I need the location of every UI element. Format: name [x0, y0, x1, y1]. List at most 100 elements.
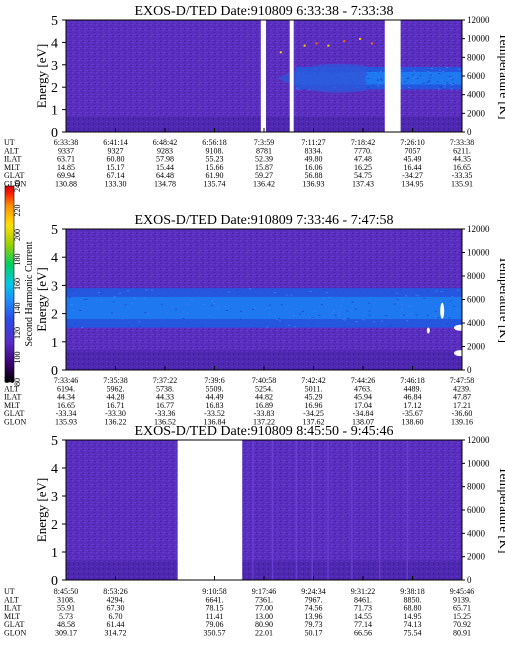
table-cell: 9337	[58, 146, 74, 155]
band-speckle	[450, 77, 453, 79]
band-speckle	[281, 322, 284, 324]
colorbar-tick-label: 80	[13, 378, 22, 386]
band-speckle	[437, 317, 440, 319]
band-speckle	[127, 324, 130, 326]
band-speckle	[408, 305, 411, 307]
band-speckle	[414, 81, 417, 83]
band-speckle	[406, 315, 409, 317]
band-speckle	[412, 78, 415, 80]
band-speckle	[393, 303, 396, 305]
band-speckle	[325, 292, 328, 294]
band-speckle	[368, 70, 371, 72]
band-speckle	[144, 312, 147, 314]
y-tick-label: 2	[51, 81, 58, 96]
band-speckle	[449, 75, 452, 77]
table-cell: 139.16	[451, 418, 473, 427]
table-row-label: GLAT	[4, 171, 25, 180]
table-cell: 136.52	[154, 418, 176, 427]
band-speckle	[367, 86, 370, 88]
band-speckle	[71, 310, 74, 312]
table-cell: 8781	[256, 146, 272, 155]
table-cell: 45.29	[305, 393, 323, 402]
table-cell: 78.15	[206, 604, 224, 613]
table-cell: 17.21	[453, 401, 471, 410]
band-speckle	[160, 303, 163, 305]
data-gap	[177, 440, 243, 580]
band-speckle	[457, 309, 460, 311]
band-speckle	[367, 77, 370, 79]
band-speckle	[428, 80, 431, 82]
table-cell: 350.57	[204, 629, 226, 638]
plume	[277, 63, 366, 93]
band-speckle	[341, 299, 344, 301]
band-speckle	[277, 293, 280, 295]
band-speckle	[372, 85, 375, 87]
band-speckle	[68, 289, 71, 291]
band-speckle	[439, 300, 442, 302]
band-speckle	[449, 300, 452, 302]
band-speckle	[436, 81, 439, 83]
band-speckle	[311, 318, 314, 320]
band-speckle	[346, 310, 349, 312]
band-speckle	[368, 86, 371, 88]
band-speckle	[277, 317, 280, 319]
band-speckle	[318, 315, 321, 317]
band-speckle	[402, 314, 405, 316]
table-cell: 7:35:38	[103, 376, 127, 385]
band-speckle	[379, 82, 382, 84]
table-cell: 14.85	[57, 163, 75, 172]
table-row-label: ILAT	[4, 393, 21, 402]
table-cell: 6:33:38	[54, 138, 78, 147]
colorbar-scale	[4, 185, 15, 383]
band-speckle	[143, 297, 146, 299]
band-speckle	[266, 326, 269, 328]
band-speckle	[443, 86, 446, 88]
band-speckle	[351, 301, 354, 303]
band-speckle	[297, 89, 300, 91]
band-speckle	[187, 303, 190, 305]
band-speckle	[457, 68, 460, 70]
y-right-axis-label: Temperature [K]	[497, 256, 505, 343]
table-cell: 44.35	[453, 155, 471, 164]
panel-1: EXOS-D/TED Date:910809 6:33:38 - 7:33:38…	[4, 4, 505, 189]
band-speckle	[99, 292, 102, 294]
band-speckle	[415, 314, 418, 316]
table-cell: 77.14	[354, 620, 372, 629]
band-speckle	[149, 290, 152, 292]
band-speckle	[225, 309, 228, 311]
band-speckle	[186, 312, 189, 314]
band-speckle	[208, 315, 211, 317]
table-cell: 5738.	[156, 384, 174, 393]
table-cell: 74.13	[404, 620, 422, 629]
band-speckle	[365, 73, 368, 75]
table-cell: -33.34	[56, 409, 77, 418]
plasma-band-core	[66, 296, 462, 320]
table-cell: 7770.	[354, 146, 372, 155]
data-artifact	[454, 324, 467, 331]
band-speckle	[448, 317, 451, 319]
hot-pixel	[303, 44, 306, 47]
table-cell: 7:44:26	[351, 376, 375, 385]
table-cell: 13.00	[255, 612, 273, 621]
band-speckle	[239, 318, 242, 320]
band-speckle	[216, 307, 219, 309]
table-cell: 6194.	[57, 384, 75, 393]
table-cell: 69.94	[57, 171, 75, 180]
band-speckle	[81, 327, 84, 329]
hot-pixel	[315, 42, 318, 45]
table-cell: 4763.	[354, 384, 372, 393]
data-gap	[289, 20, 294, 132]
colorbar-tick-label: 100	[13, 352, 22, 364]
band-speckle	[119, 292, 122, 294]
table-cell: 16.77	[156, 401, 174, 410]
table-cell: 61.90	[206, 171, 224, 180]
band-speckle	[292, 314, 295, 316]
y-right-axis-label: Temperature [K]	[497, 33, 505, 120]
y-right-tick-label: 10000	[467, 458, 490, 468]
band-speckle	[247, 321, 250, 323]
table-cell: 6641.	[206, 595, 224, 604]
band-speckle	[399, 87, 402, 89]
band-speckle	[159, 326, 162, 328]
band-speckle	[278, 320, 281, 322]
band-speckle	[70, 325, 73, 327]
